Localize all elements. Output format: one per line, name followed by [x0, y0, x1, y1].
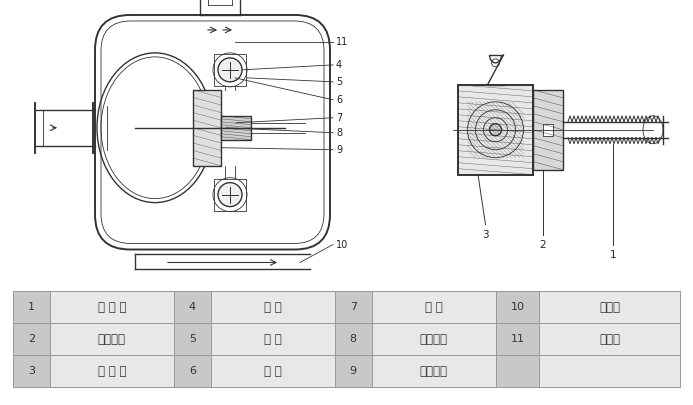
Text: 6: 6: [336, 95, 342, 105]
Bar: [174, 292, 211, 323]
Circle shape: [489, 124, 502, 136]
Text: 2: 2: [540, 239, 546, 249]
Bar: [214, 179, 246, 211]
Text: 连杆销套: 连杆销套: [420, 333, 448, 346]
Bar: [211, 355, 335, 387]
Bar: [371, 323, 495, 355]
Text: 圆 球: 圆 球: [264, 301, 281, 314]
Text: 11: 11: [336, 37, 349, 47]
Bar: [539, 355, 680, 387]
Bar: [211, 292, 335, 323]
Bar: [335, 355, 371, 387]
Bar: [50, 292, 174, 323]
Bar: [211, 323, 335, 355]
Text: 4: 4: [336, 60, 342, 70]
Text: 1: 1: [28, 303, 35, 312]
Bar: [335, 323, 371, 355]
Text: 5: 5: [336, 77, 342, 87]
Bar: [371, 355, 495, 387]
Text: 7: 7: [336, 113, 342, 123]
Text: 2: 2: [28, 334, 35, 344]
Text: 6: 6: [188, 366, 196, 376]
Text: 连 杆: 连 杆: [425, 301, 443, 314]
Circle shape: [218, 183, 242, 207]
Text: 1: 1: [610, 249, 616, 260]
Bar: [495, 292, 539, 323]
Text: 11: 11: [511, 334, 525, 344]
Text: 3: 3: [28, 366, 35, 376]
Bar: [50, 323, 174, 355]
Bar: [539, 292, 680, 323]
Bar: [174, 355, 211, 387]
Bar: [495, 355, 539, 387]
Text: 10: 10: [336, 239, 349, 249]
Text: 4: 4: [188, 303, 196, 312]
Text: 9: 9: [336, 145, 342, 155]
Bar: [371, 292, 495, 323]
Text: 中间支架: 中间支架: [420, 364, 448, 377]
Text: 9: 9: [350, 366, 357, 376]
Text: 进 气 口: 进 气 口: [98, 301, 126, 314]
Bar: [533, 90, 563, 170]
Bar: [539, 323, 680, 355]
Bar: [221, 116, 251, 140]
Bar: [458, 85, 533, 175]
Text: 3: 3: [482, 230, 489, 239]
Bar: [13, 292, 50, 323]
Text: 10: 10: [511, 303, 525, 312]
Text: 排气口: 排气口: [599, 333, 620, 346]
Bar: [13, 323, 50, 355]
Text: 8: 8: [336, 128, 342, 138]
Bar: [495, 323, 539, 355]
Bar: [193, 90, 221, 166]
Text: 7: 7: [350, 303, 357, 312]
Text: 隔 膚: 隔 膚: [264, 364, 281, 377]
Text: 泵进口: 泵进口: [599, 301, 620, 314]
Text: 配气阀体: 配气阀体: [98, 333, 126, 346]
Bar: [214, 54, 246, 86]
Text: 球 座: 球 座: [264, 333, 281, 346]
Bar: [13, 355, 50, 387]
Text: 5: 5: [188, 334, 196, 344]
Bar: [335, 292, 371, 323]
Text: 8: 8: [350, 334, 357, 344]
Circle shape: [218, 58, 242, 82]
Bar: [50, 355, 174, 387]
Bar: [174, 323, 211, 355]
FancyBboxPatch shape: [95, 15, 330, 249]
Bar: [543, 124, 553, 136]
Text: 配 气 阀: 配 气 阀: [98, 364, 126, 377]
